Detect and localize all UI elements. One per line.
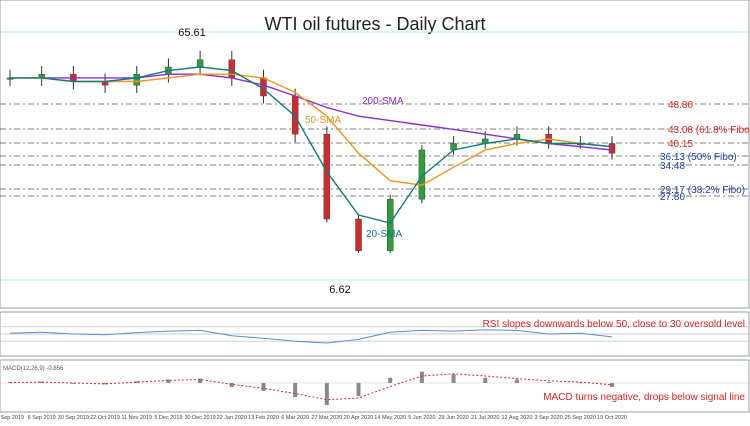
macd-bar: [134, 381, 139, 383]
candle: [133, 74, 140, 86]
x-tick-label: 27 Mar 2020: [311, 415, 342, 421]
macd-bar: [610, 383, 614, 387]
candle: [196, 59, 204, 68]
macd-bar: [483, 377, 488, 383]
macd-bar: [324, 383, 329, 405]
level-label: 40.15: [668, 139, 693, 150]
sma-line: [10, 73, 613, 151]
macd-bar: [229, 383, 234, 387]
x-tick-label: 19 Oct 2020: [597, 415, 627, 421]
x-tick-label: 9 Sep 2019: [0, 415, 24, 421]
macd-bar: [451, 374, 456, 383]
sma-line: [10, 66, 613, 224]
sma20-label: 20-SMA: [366, 229, 402, 240]
trough-label: 6.62: [329, 284, 350, 296]
level-label: 27.80: [660, 192, 685, 203]
x-tick-label: 30 Dec 2019: [185, 415, 216, 421]
rsi-line: [9, 329, 613, 344]
level-label: 48.80: [668, 100, 693, 111]
x-tick-label: 22 Jan 2020: [217, 415, 247, 421]
macd-signal-line: [9, 373, 613, 401]
level-label: 29.17 (38.2% Fibo): [660, 185, 745, 196]
macd-bar: [166, 379, 171, 383]
macd-header: MACD(12,26,9) -0.856: [3, 366, 64, 372]
macd-bar: [356, 383, 361, 397]
x-tick-label: 6 Mar 2020: [281, 415, 309, 421]
macd-annotation: MACD turns negative, drops below signal …: [543, 392, 745, 403]
x-tick-label: 21 Jul 2020: [471, 415, 499, 421]
macd-bar: [388, 377, 393, 383]
candle: [323, 133, 331, 220]
x-tick-label: 20 Apr 2020: [344, 415, 374, 421]
macd-bar: [514, 379, 519, 383]
level-label: 34.48: [660, 161, 685, 172]
x-tick-label: 13 Feb 2020: [248, 415, 279, 421]
macd-bar: [71, 383, 76, 384]
macd-bar: [546, 382, 551, 383]
x-tick-label: 11 Nov 2019: [121, 415, 152, 421]
macd-bar: [198, 378, 203, 383]
x-tick-label: 30 Sep 2019: [58, 415, 89, 421]
sma50-label: 50-SMA: [305, 115, 341, 126]
macd-bar: [578, 382, 583, 384]
candle: [228, 59, 235, 79]
peak-label: 65.61: [178, 27, 206, 39]
level-label: 43.08 (61.8% Fibo): [668, 125, 750, 136]
x-tick-label: 22 Oct 2019: [90, 415, 120, 421]
rsi-annotation: RSI slopes downwards below 50, close to …: [483, 319, 745, 330]
x-tick-label: 12 Aug 2020: [501, 415, 532, 421]
main-panel-frame: [0, 0, 750, 309]
macd-bar: [39, 381, 44, 383]
macd-bar: [419, 371, 424, 383]
candle: [387, 198, 394, 251]
x-tick-label: 5 Dec 2019: [154, 415, 182, 421]
candle: [355, 218, 362, 251]
x-tick-label: 14 May 2020: [374, 415, 406, 421]
x-tick-label: 3 Sep 2020: [535, 415, 563, 421]
macd-bar: [261, 383, 266, 391]
macd-panel-frame: [0, 359, 750, 413]
x-tick-label: 5 Jun 2020: [408, 415, 435, 421]
x-tick-label: 6 Sep 2019: [28, 415, 56, 421]
x-tick-label: 29 Jun 2020: [438, 415, 468, 421]
candle: [608, 143, 616, 154]
level-label: 36.13 (50% Fibo): [660, 152, 737, 163]
chart-title: WTI oil futures - Daily Chart: [264, 14, 485, 34]
macd-bar: [103, 383, 108, 385]
macd-bar: [293, 383, 298, 398]
sma200-label: 200-SMA: [362, 96, 404, 107]
x-tick-label: 25 Sep 2020: [565, 415, 596, 421]
